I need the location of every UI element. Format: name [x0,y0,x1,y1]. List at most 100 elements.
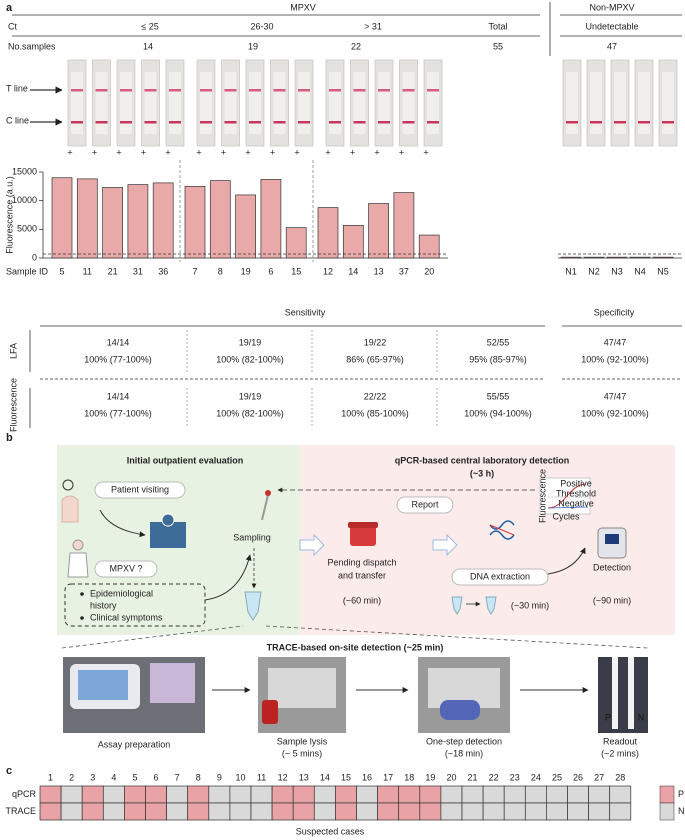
case-number: 19 [425,772,435,782]
strip-window [169,72,181,134]
case-number: 20 [446,772,456,782]
sample-count: 19 [248,41,258,51]
readout-label: N [638,712,645,722]
strip-window [224,72,237,134]
bar [235,194,256,259]
row-label: Fluorescence [8,378,18,432]
strip-window [378,72,390,134]
label-box [94,560,158,578]
result-cell [124,802,146,821]
result-cell [356,785,378,804]
result-cell [102,785,125,804]
result-cell [546,785,568,804]
photo-strip [628,657,634,729]
bar [317,207,339,259]
result-cell [208,802,231,821]
result-cell [124,785,146,804]
bar [368,203,389,259]
strip-c-line [169,121,181,124]
strip-result: + [374,147,379,157]
section-title: Initial outpatient evaluation [127,455,244,465]
machine-screen [605,534,619,544]
strip-result: + [325,147,330,157]
doctor-body [67,552,89,578]
cell-percent: 100% (77-100%) [84,408,152,418]
result-cell [567,785,589,804]
result-cell [503,785,526,804]
case-number: 26 [573,772,583,782]
row-label: TRACE [5,806,36,816]
strip-result: + [270,147,275,157]
x-axis-label: Sample ID [6,266,49,276]
strip-c-line [402,121,415,124]
result-cell [208,785,231,804]
cell-fraction: 47/47 [604,337,627,347]
step-label: DNA extraction [470,571,530,581]
result-cell [187,802,210,821]
legend-label: P [678,789,684,799]
step-time: (~2 mins) [601,748,639,758]
case-number: 16 [362,772,372,782]
control-bar [652,256,674,259]
legend-swatch [659,802,675,821]
step-name: Sample lysis [277,736,328,746]
step-name: Readout [603,736,638,746]
row-label: LFA [8,343,18,359]
result-cell [39,785,62,804]
strip-c-line [200,121,212,124]
strip-t-line [120,89,132,92]
photo-readout [598,657,648,733]
result-cell [292,802,315,821]
result-cell [609,802,632,821]
case-number: 15 [341,772,351,782]
control-bar [583,256,605,259]
strip-result: + [423,147,428,157]
bar [184,185,206,259]
bar [102,187,123,259]
column-header: Ct [8,21,17,31]
row-label: qPCR [12,789,37,799]
result-cell [229,802,252,821]
dna-icon [489,520,515,540]
column-header: > 31 [364,21,382,31]
strip-window [353,72,366,134]
strip-t-line [144,89,157,92]
symptom: history [90,600,117,610]
strip-t-line [378,89,390,92]
cell-fraction: 47/47 [604,391,627,401]
y-tick-label: 5000 [17,224,37,234]
panel-label: b [6,432,13,444]
case-number: 3 [90,772,95,782]
result-cell [482,785,505,804]
row-header: No.samples [8,41,56,51]
strip-c-line [566,121,578,124]
strip-result: + [245,147,250,157]
strip-c-line [662,121,674,124]
tube-icon [485,596,497,615]
strip-window [298,72,310,134]
step-time: (~30 min) [511,600,549,610]
x-tick-label: N3 [611,266,623,276]
y-axis-label: Fluorescence (a.u.) [4,176,14,254]
case-number: 27 [594,772,604,782]
photo-heater [268,668,336,708]
cell-percent: 100% (85-100%) [341,408,409,418]
step-name: Assay preparation [98,739,171,749]
result-cell [313,785,336,804]
group-header: Non-MPXV [589,2,634,12]
result-cell [250,785,273,804]
bar [127,184,149,259]
case-number: 10 [235,772,245,782]
strip-window [638,72,650,134]
photo-kit [150,663,195,703]
bar [51,177,73,259]
result-cell [503,802,526,821]
cell-fraction: 14/14 [107,337,130,347]
result-cell [166,785,189,804]
panel-label: a [6,2,13,14]
strip-t-line [95,89,108,92]
strip-t-line [169,89,181,92]
case-number: 22 [489,772,499,782]
result-cell [524,802,547,821]
